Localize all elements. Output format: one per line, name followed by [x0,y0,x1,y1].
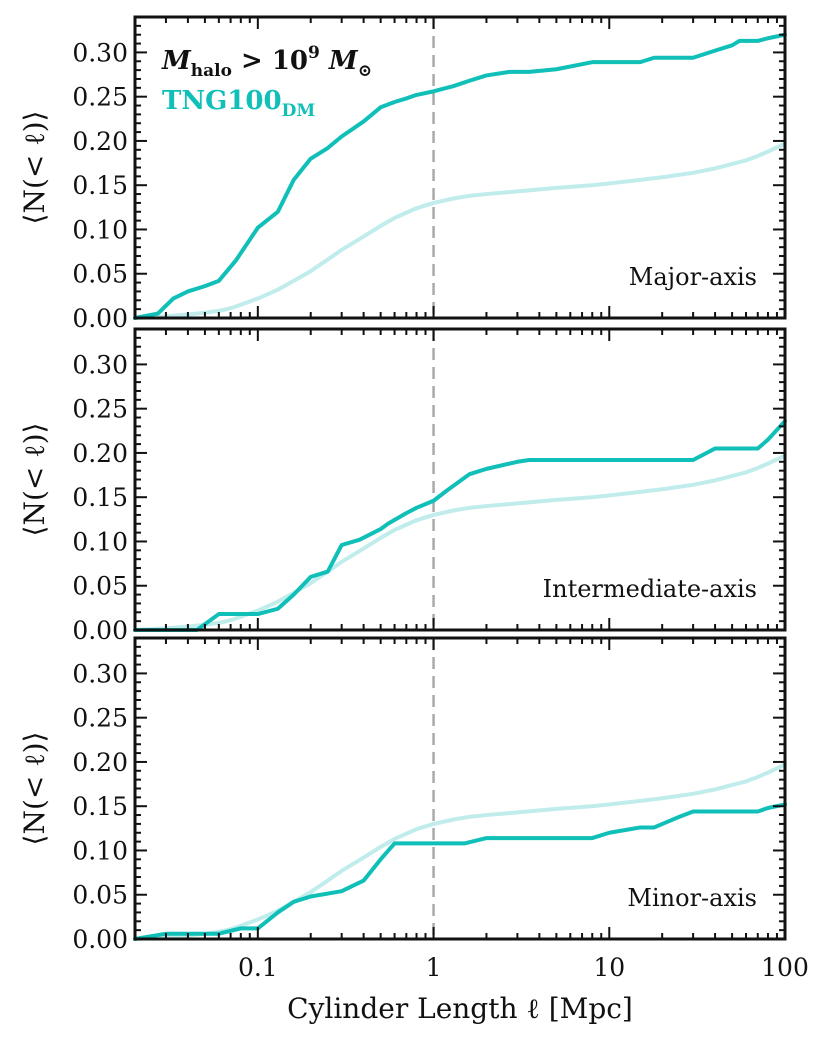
y-tick-label: 0.10 [72,527,128,556]
y-tick-label: 0.25 [72,395,128,424]
y-tick-label: 0.30 [72,38,128,67]
x-tick-label: 1 [426,953,442,982]
y-tick-label: 0.30 [72,350,128,379]
y-tick-label: 0.15 [72,792,128,821]
y-tick-label: 0.30 [72,659,128,688]
panel-frame [133,327,787,632]
panel-major-axis: 0.00 0.05 0.10 0.15 0.20 0.25 0.30 ⟨N(< ℓ)⟩ Majo… [18,15,787,333]
series-line-tng100_dm [133,419,787,632]
panel-minor-axis: 0.00 0.05 0.10 0.15 0.20 0.25 0.30 ⟨N(< ℓ)⟩ Mino… [18,636,787,954]
y-tick-label: 0.00 [72,616,128,645]
y-axis-title: ⟨N(< ℓ)⟩ [18,732,51,846]
y-tick-label: 0.25 [72,83,128,112]
y-tick-label: 0.25 [72,704,128,733]
x-axis-title: Cylinder Length ℓ [Mpc] [287,992,633,1025]
y-tick-label: 0.15 [72,171,128,200]
y-axis-title: ⟨N(< ℓ)⟩ [18,423,51,537]
x-tick-label: 100 [761,953,809,982]
y-tick-label: 0.00 [72,304,128,333]
reference-series-line [133,762,787,941]
y-tick-label: 0.00 [72,925,128,954]
y-tick-label: 0.05 [72,881,128,910]
panel-label: Major-axis [629,263,757,291]
x-tick-label: 10 [593,953,625,982]
x-tick-labels: 0.1 1 10 100 [238,953,809,982]
panel-label: Minor-axis [627,884,757,912]
y-tick-label: 0.20 [72,439,128,468]
y-tick-label: 0.05 [72,572,128,601]
y-tick-label: 0.20 [72,127,128,156]
reference-series-line [133,453,787,632]
x-tick-label: 0.1 [238,953,278,982]
reference-series-line [133,141,787,320]
panels: 0.00 0.05 0.10 0.15 0.20 0.25 0.30 ⟨N(< ℓ)⟩ Majo… [18,15,787,954]
panel-frame [133,636,787,941]
y-tick-label: 0.05 [72,260,128,289]
panel-intermediate-axis: 0.00 0.05 0.10 0.15 0.20 0.25 0.30 ⟨N(< ℓ)⟩ Inte… [18,327,787,645]
legend-mass-cut: Mhalo > 109 M⊙ [161,43,372,81]
y-tick-label: 0.10 [72,836,128,865]
panel-label: Intermediate-axis [543,575,757,603]
y-tick-label: 0.20 [72,748,128,777]
series-line-tng100_dm [133,32,787,320]
series-line-tng100_dm [133,802,787,941]
y-tick-label: 0.15 [72,483,128,512]
y-tick-label: 0.10 [72,215,128,244]
panel-frame [133,15,787,320]
legend-simulation: TNG100DM [162,86,315,121]
y-axis-title: ⟨N(< ℓ)⟩ [18,111,51,225]
